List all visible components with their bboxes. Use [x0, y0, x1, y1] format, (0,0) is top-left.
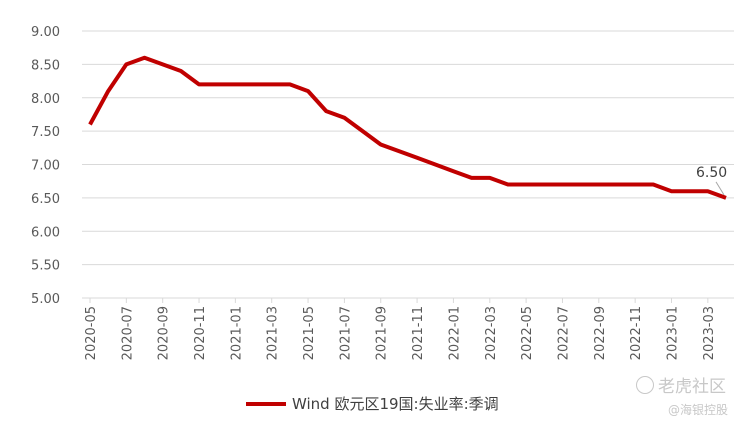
x-tick-label: 2021-11	[411, 306, 426, 360]
annotation-leader-line	[715, 181, 725, 196]
y-tick-label: 5.50	[31, 259, 60, 274]
series-line	[88, 55, 727, 200]
x-tick-label: 2022-09	[593, 306, 608, 360]
x-tick-label: 2020-09	[157, 306, 172, 360]
y-tick-label: 7.00	[31, 159, 60, 174]
y-tick-label: 9.00	[31, 25, 60, 40]
y-tick-label: 5.00	[31, 292, 60, 307]
data-label-annotation: 6.50	[696, 165, 727, 196]
x-tick-label: 2022-05	[520, 306, 535, 360]
y-tick-label: 6.50	[31, 192, 60, 207]
x-tick-label: 2021-01	[229, 306, 244, 360]
x-tick-label: 2021-07	[338, 306, 353, 360]
tiger-logo-icon	[636, 376, 654, 394]
x-tick-label: 2022-01	[447, 306, 462, 360]
legend: Wind 欧元区19国:失业率:季调	[246, 395, 499, 413]
x-axis-ticks: 2020-05 2020-07 2020-09 2020-11 2021-01 2021-…	[84, 298, 717, 360]
y-tick-label: 6.00	[31, 225, 60, 240]
x-tick-label: 2020-05	[84, 306, 99, 360]
y-axis-ticks: 9.00 8.50 8.00 7.50 7.00 6.50 6.00 5.50 5.00	[31, 25, 60, 307]
x-tick-label: 2021-05	[302, 306, 317, 360]
x-tick-label: 2020-11	[193, 306, 208, 360]
watermark-main: 老虎社区	[636, 372, 726, 397]
watermark-text: 老虎社区	[658, 377, 726, 397]
x-tick-label: 2020-07	[120, 306, 135, 360]
x-tick-label: 2022-03	[484, 306, 499, 360]
watermark-sub: @海银控股	[668, 403, 729, 417]
y-tick-label: 8.00	[31, 92, 60, 107]
series-layer	[88, 55, 727, 200]
annotation-label: 6.50	[696, 165, 727, 181]
x-tick-label: 2022-07	[556, 306, 571, 360]
legend-label: Wind 欧元区19国:失业率:季调	[292, 395, 499, 413]
x-tick-label: 2021-03	[266, 306, 281, 360]
x-tick-label: 2023-03	[702, 306, 717, 360]
y-tick-label: 8.50	[31, 58, 60, 73]
y-tick-label: 7.50	[31, 125, 60, 140]
x-tick-label: 2023-01	[665, 306, 680, 360]
x-tick-label: 2021-09	[375, 306, 390, 360]
x-tick-label: 2022-11	[629, 306, 644, 360]
